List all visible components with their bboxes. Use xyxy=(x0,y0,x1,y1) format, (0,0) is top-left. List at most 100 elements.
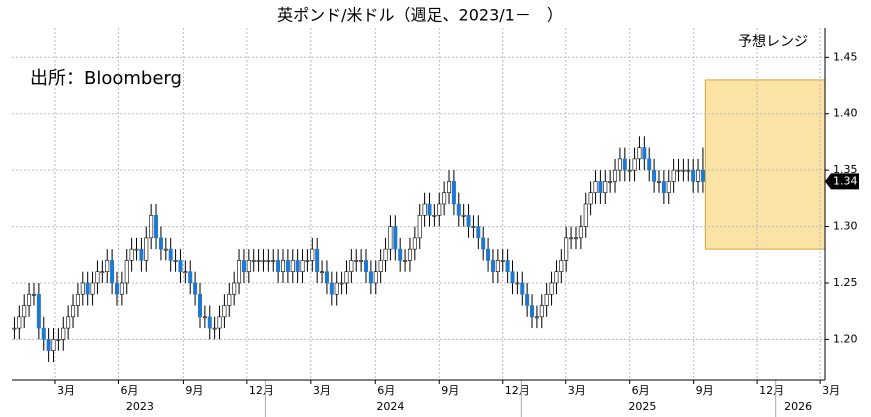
candle-body xyxy=(134,248,139,251)
candle-body xyxy=(588,192,593,205)
forecast-range xyxy=(704,79,826,250)
candle-body xyxy=(31,293,36,296)
candle-body xyxy=(373,271,378,284)
candle-body xyxy=(300,260,305,272)
candle-body xyxy=(427,203,432,216)
y-tick-label: 1.45 xyxy=(833,50,858,63)
candle-body xyxy=(129,248,134,261)
candle-body xyxy=(471,226,476,228)
x-tick-label: 12月 xyxy=(759,384,784,397)
candle-body xyxy=(17,316,22,329)
candle-body xyxy=(295,260,300,272)
candle-body xyxy=(578,226,583,239)
candle-body xyxy=(378,260,383,272)
x-tick-label: 12月 xyxy=(505,384,530,397)
chart-title: 英ポンド/米ドル（週足、2023/1－ ） xyxy=(277,6,563,25)
candle-body xyxy=(466,214,471,227)
candle-body xyxy=(515,282,520,285)
candle-body xyxy=(573,237,578,240)
x-tick-label: 3月 xyxy=(822,384,840,397)
candle-body xyxy=(398,248,403,261)
candle-body xyxy=(368,271,373,284)
candle-body xyxy=(686,169,691,172)
candle-body xyxy=(46,339,51,351)
candle-body xyxy=(632,158,637,171)
y-tick-label: 1.20 xyxy=(833,332,858,345)
y-tick-label: 1.35 xyxy=(833,163,858,176)
candle-body xyxy=(403,260,408,262)
candle-body xyxy=(90,282,95,295)
candle-body xyxy=(613,169,618,182)
x-tick-label: 12月 xyxy=(249,384,274,397)
year-label: 2024 xyxy=(376,400,404,413)
candle-body xyxy=(290,260,295,272)
candle-body xyxy=(280,260,285,272)
candle-body xyxy=(183,271,188,273)
candle-body xyxy=(119,282,124,295)
candle-body xyxy=(364,260,369,272)
candle-body xyxy=(85,282,90,295)
candle-body xyxy=(598,181,603,194)
candle-body xyxy=(163,248,168,251)
candle-body xyxy=(359,260,364,262)
candle-body xyxy=(246,260,251,272)
last-value-label: 1.34 xyxy=(833,174,858,187)
last-value-tag xyxy=(825,173,859,190)
candle-body xyxy=(349,260,354,272)
candle-body xyxy=(627,169,632,172)
candle-body xyxy=(525,293,530,306)
candle-body xyxy=(622,158,627,171)
candle-body xyxy=(583,203,588,227)
y-tick-label: 1.30 xyxy=(833,220,858,233)
candle-body xyxy=(56,339,61,341)
candle-body xyxy=(564,237,569,261)
candle-body xyxy=(456,203,461,216)
candle-body xyxy=(569,237,574,240)
forecast-label: 予想レンジ xyxy=(738,34,808,50)
x-tick-label: 3月 xyxy=(313,384,331,397)
candle-body xyxy=(329,282,334,295)
candle-body xyxy=(461,214,466,217)
candle-body xyxy=(320,271,325,273)
x-tick-label: 6月 xyxy=(632,384,650,397)
candle-body xyxy=(276,260,281,272)
candle-body xyxy=(656,181,661,183)
candle-body xyxy=(100,271,105,273)
candle-body xyxy=(549,282,554,295)
candle-body xyxy=(447,181,452,194)
candle-body xyxy=(149,214,154,239)
candle-body xyxy=(681,169,686,172)
candle-body xyxy=(310,248,315,261)
candle-body xyxy=(486,248,491,261)
x-tick-label: 6月 xyxy=(377,384,395,397)
candle-body xyxy=(676,169,681,172)
candle-body xyxy=(530,305,535,318)
candle-body xyxy=(412,237,417,250)
candle-body xyxy=(652,169,657,182)
candle-body xyxy=(437,203,442,216)
candle-body xyxy=(173,260,178,262)
candle-body xyxy=(285,260,290,272)
candle-body xyxy=(476,226,481,239)
candle-body xyxy=(344,271,349,284)
candle-body xyxy=(241,260,246,272)
candle-body xyxy=(637,147,642,160)
candle-body xyxy=(168,248,173,261)
candle-body xyxy=(661,181,666,194)
candle-body xyxy=(193,282,198,295)
candle-body xyxy=(212,327,217,330)
candle-body xyxy=(544,293,549,306)
candle-body xyxy=(305,260,310,262)
candle-body xyxy=(354,260,359,262)
candle-body xyxy=(271,260,276,262)
candle-body xyxy=(124,260,129,284)
year-label: 2025 xyxy=(628,400,656,413)
x-tick-label: 9月 xyxy=(441,384,459,397)
candle-body xyxy=(490,260,495,272)
candle-body xyxy=(27,293,32,306)
candle-body xyxy=(422,203,427,216)
candle-body xyxy=(647,158,652,171)
x-tick-label: 3月 xyxy=(568,384,586,397)
candle-body xyxy=(71,305,76,318)
candle-body xyxy=(154,214,159,239)
